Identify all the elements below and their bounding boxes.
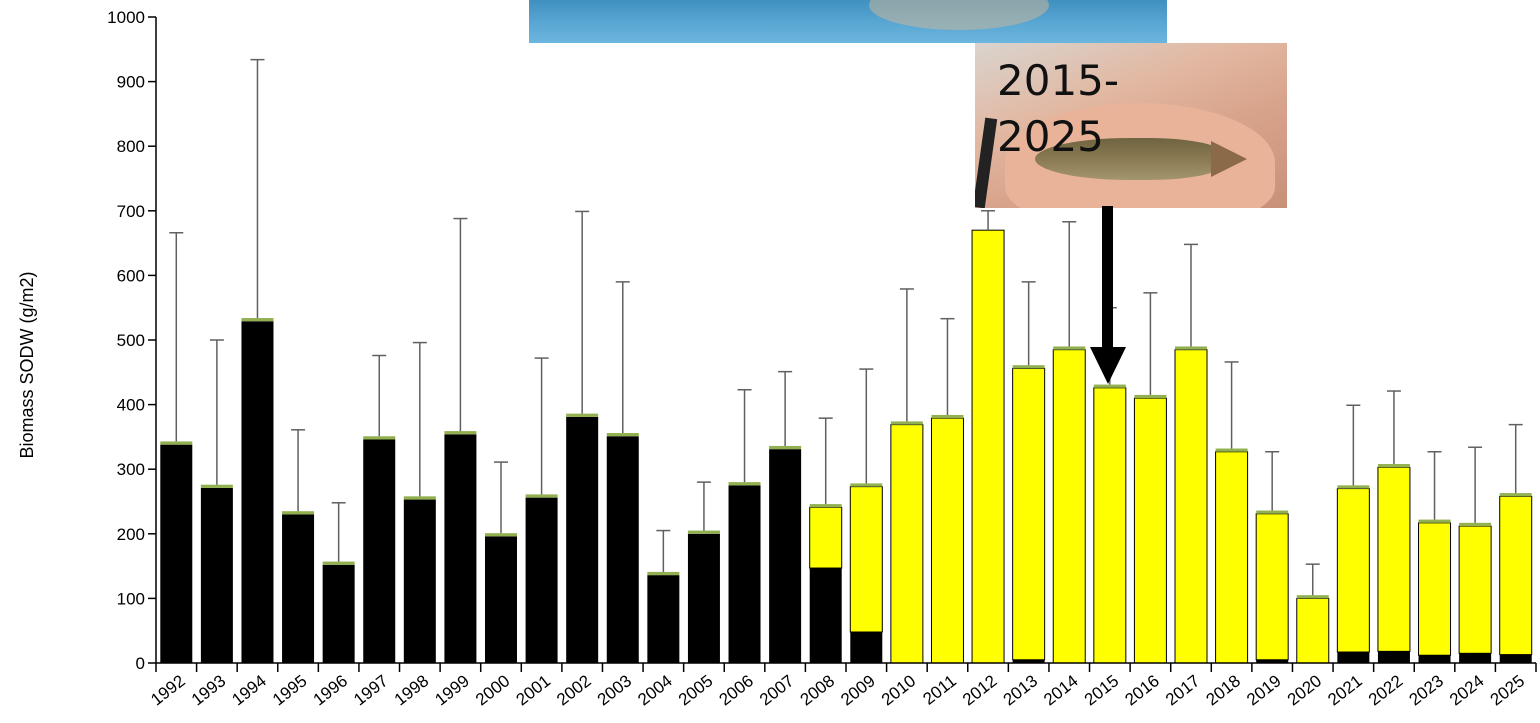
y-tick-label-500: 500 xyxy=(117,331,145,350)
y-tick-label-100: 100 xyxy=(117,589,145,608)
y-tick-label-400: 400 xyxy=(117,396,145,415)
bar-2015-s3 xyxy=(1093,384,1126,388)
bar-2022-s3 xyxy=(1377,464,1410,468)
bar-2003-s3 xyxy=(606,433,639,437)
bar-1992-s3 xyxy=(160,441,193,445)
bar-2019-s1 xyxy=(1256,659,1289,663)
bar-2008-s3 xyxy=(809,504,842,508)
bar-2017-s2 xyxy=(1174,349,1208,664)
bar-2024-s2 xyxy=(1458,525,1492,654)
bar-2002-s3 xyxy=(566,413,599,417)
bar-1994-s3 xyxy=(241,318,274,322)
bar-2013-s3 xyxy=(1012,365,1045,369)
bar-2009-s1 xyxy=(850,631,883,663)
bar-2022-s2 xyxy=(1377,466,1411,652)
fish-tail-shape xyxy=(1211,141,1247,177)
photo-fish: 2015-2025 xyxy=(975,43,1287,208)
y-tick-label-600: 600 xyxy=(117,266,145,285)
y-axis-label: Biomass SODW (g/m2) xyxy=(17,271,37,458)
bar-2009-s3 xyxy=(850,483,883,487)
bar-2018-s3 xyxy=(1215,448,1248,452)
arrow-shaft xyxy=(1102,206,1113,348)
bar-1998-s3 xyxy=(403,496,436,500)
bar-1996-s1 xyxy=(322,564,355,663)
bar-1999-s3 xyxy=(444,431,477,435)
bar-2007-s1 xyxy=(769,449,802,663)
bar-2024-s3 xyxy=(1459,522,1492,527)
bar-2007-s3 xyxy=(769,445,802,450)
bar-2023-s2 xyxy=(1418,522,1452,656)
bar-1997-s3 xyxy=(363,436,396,440)
bar-1996-s3 xyxy=(322,561,355,565)
bar-2008-s1 xyxy=(809,568,842,663)
bar-1997-s1 xyxy=(363,439,396,663)
bar-2015-s2 xyxy=(1093,387,1127,664)
bar-1993-s1 xyxy=(200,487,233,663)
bar-2025-s3 xyxy=(1499,493,1532,497)
bar-1999-s1 xyxy=(444,434,477,663)
bar-1995-s1 xyxy=(282,514,315,663)
bar-2024-s1 xyxy=(1459,653,1492,663)
y-tick-label-300: 300 xyxy=(117,460,145,479)
y-tick-label-1000: 1000 xyxy=(107,8,145,27)
bar-1998-s1 xyxy=(403,499,436,663)
bar-1993-s3 xyxy=(200,484,233,488)
photo-top xyxy=(529,0,1167,43)
bar-1992-s1 xyxy=(160,444,193,663)
bar-2004-s1 xyxy=(647,575,680,663)
bar-2018-s2 xyxy=(1215,451,1249,664)
bar-2016-s3 xyxy=(1134,394,1167,399)
fish-shape xyxy=(1035,138,1225,180)
bar-2011-s3 xyxy=(931,414,964,419)
bar-2009-s2 xyxy=(849,486,883,633)
bar-2021-s2 xyxy=(1336,488,1370,653)
bar-2000-s3 xyxy=(485,533,517,537)
bar-2005-s1 xyxy=(687,533,720,663)
bar-2023-s3 xyxy=(1418,519,1451,523)
bar-1994-s1 xyxy=(241,321,274,663)
bar-2000-s1 xyxy=(485,536,517,663)
bar-2004-s3 xyxy=(647,571,680,576)
bar-2019-s2 xyxy=(1255,513,1289,661)
bar-2001-s1 xyxy=(525,497,558,663)
bar-2002-s1 xyxy=(566,416,599,663)
bar-2022-s1 xyxy=(1377,651,1410,663)
bar-2025-s1 xyxy=(1499,654,1532,663)
bar-2021-s1 xyxy=(1337,652,1370,663)
bar-2020-s3 xyxy=(1296,595,1329,599)
bars-layer xyxy=(160,229,1533,664)
bar-2021-s3 xyxy=(1337,485,1370,489)
bar-2010-s3 xyxy=(890,421,923,425)
bar-2014-s3 xyxy=(1053,346,1086,350)
bar-2012-s2 xyxy=(971,229,1005,664)
arrow-head xyxy=(1090,347,1126,384)
error-bars-layer xyxy=(169,58,1523,596)
bar-2003-s1 xyxy=(606,436,639,663)
y-tick-label-0: 0 xyxy=(136,654,145,673)
bar-2025-s2 xyxy=(1499,495,1533,656)
bar-2020-s2 xyxy=(1296,597,1330,664)
y-tick-label-200: 200 xyxy=(117,525,145,544)
y-tick-label-900: 900 xyxy=(117,73,145,92)
bar-2014-s2 xyxy=(1052,349,1086,664)
bar-2006-s1 xyxy=(728,485,761,663)
bar-2013-s2 xyxy=(1012,367,1046,661)
bar-2017-s3 xyxy=(1175,346,1207,350)
bar-2005-s3 xyxy=(687,530,720,534)
bar-2013-s1 xyxy=(1012,659,1045,663)
photo-caption: 2015-2025 xyxy=(997,56,1120,161)
bar-2006-s3 xyxy=(728,482,761,486)
bar-2011-s2 xyxy=(930,417,964,664)
bar-2001-s3 xyxy=(525,494,558,498)
bar-2023-s1 xyxy=(1418,655,1451,663)
bar-2019-s3 xyxy=(1256,510,1289,514)
y-tick-label-800: 800 xyxy=(117,137,145,156)
bar-1995-s3 xyxy=(282,511,315,515)
y-tick-label-700: 700 xyxy=(117,202,145,221)
